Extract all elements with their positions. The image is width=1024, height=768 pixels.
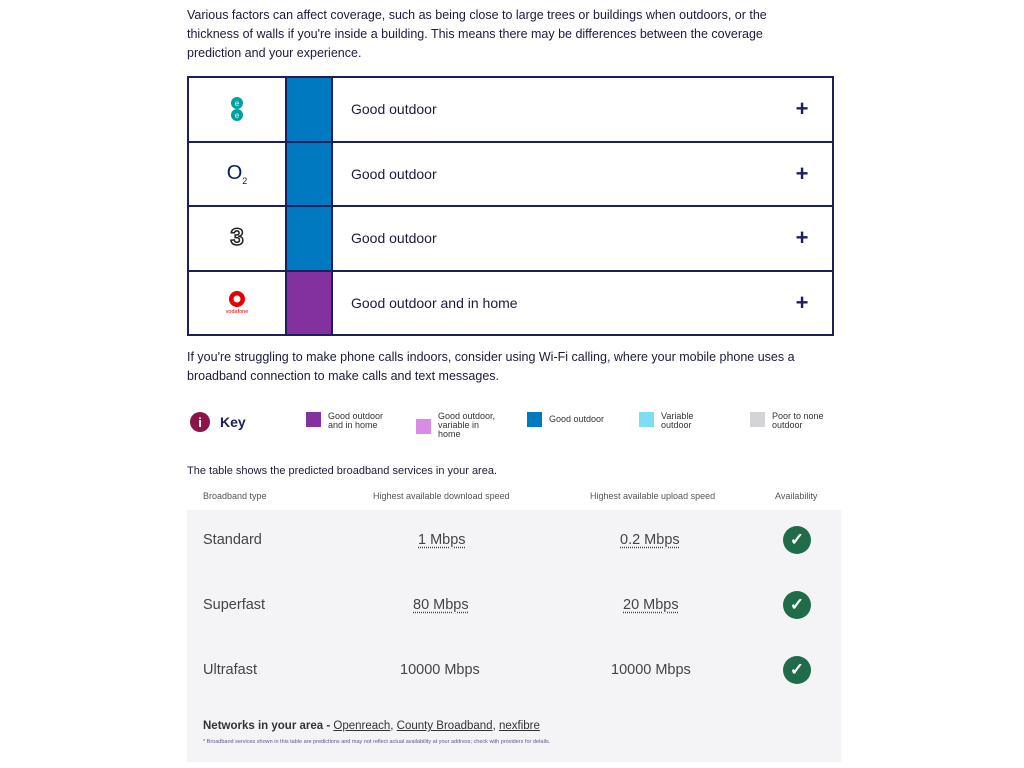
vodafone-wordmark: Vodafone (225, 309, 249, 316)
key-label: Good outdoor (549, 414, 605, 424)
network-link-openreach[interactable]: Openreach (333, 720, 391, 732)
key-item: Poor to none outdoor (750, 412, 835, 430)
key-swatch (639, 412, 654, 427)
key-label: Good outdoor and in home (328, 411, 384, 430)
coverage-row-o2[interactable]: O2 Good outdoor + (189, 142, 832, 207)
check-icon: ✓ (783, 656, 811, 684)
network-link-nexfibre[interactable]: nexfibre (498, 720, 540, 732)
coverage-label: Good outdoor (351, 101, 437, 118)
key-title: Key (220, 414, 246, 430)
coverage-label: Good outdoor and in home (351, 294, 518, 311)
coverage-row-vodafone[interactable]: Vodafone Good outdoor and in home + (189, 271, 832, 334)
broadband-table (187, 510, 841, 762)
coverage-swatch (287, 207, 333, 270)
download-cell: 10000 Mbps (400, 662, 480, 678)
expand-icon[interactable]: + (795, 96, 809, 122)
coverage-swatch (287, 142, 333, 205)
upload-cell: 0.2 Mbps (620, 532, 680, 548)
coverage-intro: Various factors can affect coverage, suc… (187, 8, 767, 60)
coverage-swatch (287, 271, 333, 334)
expand-icon[interactable]: + (795, 289, 809, 315)
three-logo: 3 (189, 207, 287, 270)
key-swatch (750, 412, 765, 427)
download-cell: 1 Mbps (418, 532, 466, 548)
check-icon: ✓ (783, 526, 811, 554)
key-swatch (416, 419, 431, 434)
coverage-row-three[interactable]: 3 Good outdoor + (189, 207, 832, 272)
svg-text:e: e (235, 99, 240, 108)
coverage-key: i Key Good outdoor and in home Good outd… (190, 410, 840, 450)
check-icon: ✓ (783, 591, 811, 619)
wifi-calling-text: If you're struggling to make phone calls… (187, 350, 795, 383)
expand-icon[interactable]: + (795, 225, 809, 251)
key-label: Good outdoor, variable in home (438, 411, 496, 439)
download-cell: 80 Mbps (413, 597, 469, 613)
header-upload: Highest available upload speed (590, 491, 716, 501)
networks-label: Networks in your area - (203, 720, 334, 732)
type-cell: Superfast (203, 597, 266, 613)
vodafone-logo-mark: Vodafone (225, 290, 249, 316)
header-availability: Availability (775, 491, 818, 501)
key-item: Good outdoor, variable in home (416, 412, 496, 439)
info-icon: i (190, 412, 210, 432)
key-item: Variable outdoor (639, 412, 709, 430)
svg-text:e: e (235, 111, 240, 120)
coverage-label: Good outdoor (351, 165, 437, 182)
type-cell: Ultrafast (203, 662, 257, 678)
networks-line: Networks in your area - Openreach, Count… (203, 720, 540, 732)
upload-cell: 20 Mbps (623, 597, 679, 613)
header-download: Highest available download speed (373, 491, 510, 501)
key-item: Good outdoor (527, 412, 617, 427)
upload-cell: 10000 Mbps (611, 662, 691, 678)
o2-logo: O2 (189, 142, 287, 205)
header-type: Broadband type (203, 491, 267, 501)
broadband-intro: The table shows the predicted broadband … (187, 465, 498, 477)
key-label: Variable outdoor (661, 411, 694, 430)
key-item: Good outdoor and in home (306, 412, 396, 430)
key-swatch (527, 412, 542, 427)
expand-icon[interactable]: + (795, 160, 809, 186)
key-swatch (306, 412, 321, 427)
coverage-label: Good outdoor (351, 230, 437, 247)
vodafone-logo: Vodafone (189, 271, 287, 334)
footnote: * Broadband services shown in this table… (203, 739, 551, 745)
type-cell: Standard (203, 532, 262, 548)
network-link-county-broadband[interactable]: County Broadband (396, 720, 493, 732)
coverage-swatch (287, 78, 333, 141)
key-label: Poor to none outdoor (772, 411, 824, 430)
